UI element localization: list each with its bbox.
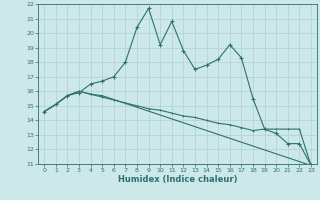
X-axis label: Humidex (Indice chaleur): Humidex (Indice chaleur) xyxy=(118,175,237,184)
